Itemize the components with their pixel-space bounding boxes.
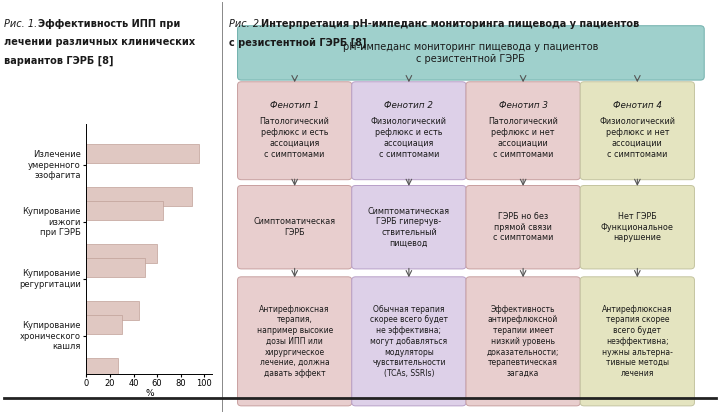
Text: вариантов ГЭРБ [8]: вариантов ГЭРБ [8] [4,56,113,66]
Bar [86,315,122,334]
FancyBboxPatch shape [580,277,695,406]
FancyBboxPatch shape [466,82,580,180]
Text: Фенотип 2: Фенотип 2 [384,101,433,110]
FancyBboxPatch shape [238,277,352,406]
Text: Фенотип 1: Фенотип 1 [270,101,319,110]
Text: Фенотип 3: Фенотип 3 [499,101,548,110]
Text: Рис. 2.: Рис. 2. [229,19,262,29]
FancyBboxPatch shape [466,186,580,269]
FancyBboxPatch shape [238,186,352,269]
Text: с резистентной ГЭРБ [8]: с резистентной ГЭРБ [8] [229,37,366,48]
Text: Эффективность
антирефлюксной
терапии имеет
низкий уровень
доказательности;
терап: Эффективность антирефлюксной терапии име… [487,305,559,378]
FancyBboxPatch shape [466,277,580,406]
FancyBboxPatch shape [580,82,695,180]
Text: Физиологический
рефлюкс и нет
ассоциации
с симптомами: Физиологический рефлюкс и нет ассоциации… [599,117,675,159]
Text: Обычная терапия
скорее всего будет
не эффективна;
могут добавляться
модуляторы
ч: Обычная терапия скорее всего будет не эф… [370,305,448,378]
Text: ГЭРБ но без
прямой связи
с симптомами: ГЭРБ но без прямой связи с симптомами [493,212,553,242]
Text: Нет ГЭРБ
Функциональное
нарушение: Нет ГЭРБ Функциональное нарушение [601,212,674,242]
FancyBboxPatch shape [352,82,466,180]
Bar [86,244,157,263]
FancyBboxPatch shape [238,82,352,180]
FancyBboxPatch shape [580,186,695,269]
Text: Интерпретация рН-импеданс мониторинга пищевода у пациентов: Интерпретация рН-импеданс мониторинга пи… [261,19,639,29]
FancyBboxPatch shape [238,26,704,80]
Bar [86,358,118,377]
Text: Патологический
рефлюкс и есть
ассоциация
с симптомами: Патологический рефлюкс и есть ассоциация… [260,117,330,159]
Bar [86,187,192,205]
Text: Фенотип 4: Фенотип 4 [613,101,662,110]
Text: Антирефлюксная
терапия скорее
всего будет
неэффективна;
нужны альтерна-
тивные м: Антирефлюксная терапия скорее всего буде… [602,305,672,378]
Text: Симптоматическая
ГЭРБ: Симптоматическая ГЭРБ [253,217,336,237]
X-axis label: %: % [145,389,153,398]
FancyBboxPatch shape [352,277,466,406]
Text: Патологический
рефлюкс и нет
ассоциации
с симптомами: Патологический рефлюкс и нет ассоциации … [488,117,558,159]
Text: рН-импеданс мониторинг пищевода у пациентов
с резистентной ГЭРБ: рН-импеданс мониторинг пищевода у пациен… [343,42,598,64]
Text: лечении различных клинических: лечении различных клинических [4,37,194,47]
Text: Рис. 1.: Рис. 1. [4,19,37,29]
Bar [86,200,163,220]
Text: Эффективность ИПП при: Эффективность ИПП при [38,19,181,29]
Text: Антирефлюксная
терапия,
например высокие
дозы ИПП или
хирургическое
лечение, дол: Антирефлюксная терапия, например высокие… [256,305,333,378]
Bar [86,258,145,276]
Bar [86,144,199,163]
FancyBboxPatch shape [352,186,466,269]
Bar [86,300,140,320]
Text: Симптоматическая
ГЭРБ гиперчув-
ствительный
пищевод: Симптоматическая ГЭРБ гиперчув- ствитель… [368,207,450,248]
Text: Физиологический
рефлюкс и есть
ассоциация
с симптомами: Физиологический рефлюкс и есть ассоциаци… [371,117,447,159]
